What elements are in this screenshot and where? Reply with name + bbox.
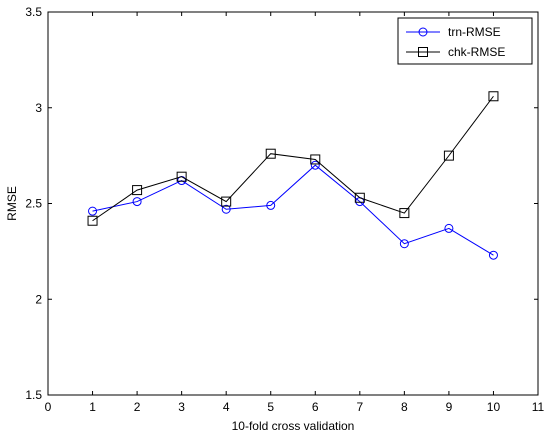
axis-ticks: 0 1 2 3 4 5 6 7 8 9 10 11 1.5 2 2.5 3 3.5 <box>25 5 544 414</box>
legend-label: trn-RMSE <box>448 25 501 39</box>
data-point-square <box>310 154 321 165</box>
y-tick-label: 1.5 <box>25 388 42 402</box>
legend-marker-square <box>418 47 428 57</box>
data-point-circle <box>488 250 498 260</box>
x-tick-label: 5 <box>267 400 274 414</box>
x-tick-label: 9 <box>446 400 453 414</box>
legend-item: chk-RMSE <box>406 45 505 59</box>
legend-label: chk-RMSE <box>448 45 505 59</box>
legend: trn-RMSE chk-RMSE <box>397 17 533 65</box>
data-point-square <box>399 208 410 219</box>
y-tick-label: 2 <box>35 292 42 306</box>
data-point-square <box>132 185 143 196</box>
data-point-circle <box>221 204 231 214</box>
x-tick-label: 2 <box>134 400 141 414</box>
data-point-square <box>443 150 454 161</box>
data-point-circle <box>399 239 409 249</box>
x-tick-label: 0 <box>45 400 52 414</box>
x-tick-label: 6 <box>312 400 319 414</box>
legend-item: trn-RMSE <box>406 25 501 39</box>
series-chk-rmse <box>87 91 499 226</box>
series-line <box>92 95 494 222</box>
data-point-square <box>176 171 187 182</box>
x-tick-label: 1 <box>89 400 96 414</box>
data-point-circle <box>310 160 320 170</box>
data-point-circle <box>444 223 454 233</box>
data-point-square <box>221 196 232 207</box>
y-tick-label: 3 <box>35 101 42 115</box>
data-point-square <box>265 148 276 159</box>
y-tick-label: 3.5 <box>25 5 42 19</box>
series-line <box>92 164 494 256</box>
x-tick-label: 7 <box>356 400 363 414</box>
data-point-square <box>354 192 365 203</box>
x-axis-label: 10-fold cross validation <box>232 419 355 433</box>
legend-items: trn-RMSE chk-RMSE <box>406 25 505 59</box>
y-axis-label: RMSE <box>5 186 19 221</box>
x-tick-label: 8 <box>401 400 408 414</box>
data-point-circle <box>266 200 276 210</box>
legend-marker-circle <box>418 27 428 37</box>
y-tick-label: 2.5 <box>25 197 42 211</box>
data-point-square <box>87 215 98 226</box>
series-trn-rmse <box>88 160 498 260</box>
data-point-circle <box>88 206 98 216</box>
data-point-square <box>488 91 499 102</box>
plot-marks <box>87 91 499 260</box>
x-tick-label: 3 <box>178 400 185 414</box>
x-tick-label: 4 <box>223 400 230 414</box>
x-tick-label: 10 <box>487 400 501 414</box>
x-tick-label: 11 <box>532 400 545 414</box>
data-point-circle <box>132 197 142 207</box>
